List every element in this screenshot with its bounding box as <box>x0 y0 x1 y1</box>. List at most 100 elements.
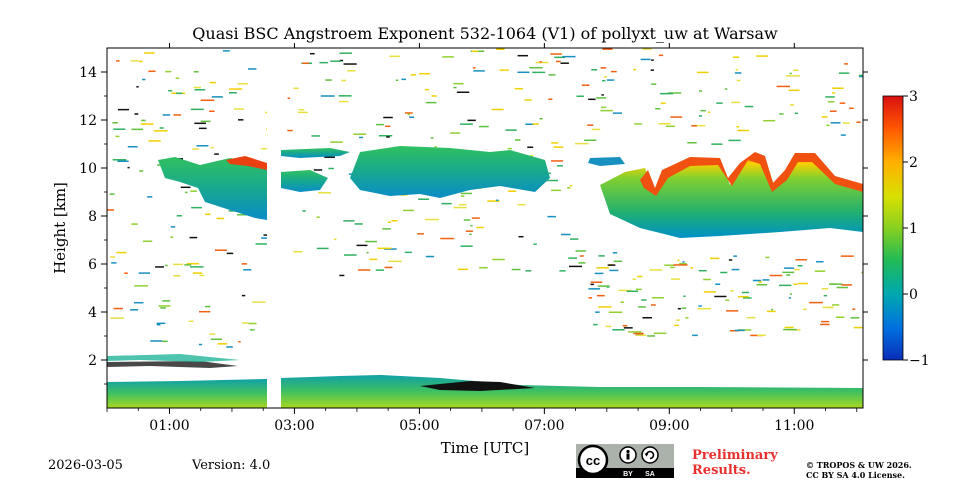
heatmap-layer <box>107 48 863 408</box>
noise-pixel <box>249 329 255 331</box>
noise-pixel <box>736 126 740 128</box>
noise-pixel <box>726 310 739 312</box>
noise-pixel <box>732 56 740 58</box>
noise-pixel <box>385 125 391 128</box>
noise-pixel <box>682 261 685 263</box>
noise-pixel <box>168 89 173 92</box>
noise-pixel <box>339 52 352 54</box>
noise-pixel <box>339 274 345 277</box>
noise-pixel <box>417 233 424 235</box>
noise-pixel <box>388 260 402 263</box>
noise-pixel <box>241 263 248 265</box>
noise-pixel <box>131 223 138 225</box>
noise-pixel <box>200 99 215 102</box>
noise-pixel <box>784 267 795 269</box>
noise-pixel <box>612 252 618 254</box>
noise-pixel <box>117 108 129 111</box>
noise-pixel <box>613 260 623 263</box>
noise-pixel <box>788 297 792 299</box>
noise-pixel <box>316 216 320 218</box>
noise-pixel <box>716 102 723 104</box>
noise-pixel <box>200 120 211 123</box>
noise-pixel <box>391 220 398 222</box>
noise-pixel <box>734 329 745 332</box>
noise-pixel <box>779 284 792 287</box>
noise-pixel <box>434 146 437 148</box>
noise-pixel <box>605 325 612 328</box>
noise-pixel <box>155 266 165 268</box>
noise-pixel <box>127 146 138 148</box>
noise-pixel <box>623 327 633 329</box>
boundary-layer-region-2 <box>281 375 863 408</box>
badge-by-label: BY <box>623 471 633 478</box>
noise-pixel <box>356 244 368 247</box>
noise-pixel <box>735 68 739 71</box>
noise-pixel <box>587 124 594 126</box>
cc-by-sa-license-badge: cc BY SA <box>576 444 674 478</box>
noise-pixel <box>744 105 754 108</box>
noise-pixel <box>762 279 770 281</box>
x-tick-label: 03:00 <box>274 418 314 434</box>
noise-pixel <box>635 288 642 291</box>
noise-pixel <box>209 81 216 84</box>
noise-pixel <box>209 110 215 113</box>
noise-pixel <box>600 109 613 112</box>
noise-pixel <box>548 74 556 76</box>
noise-pixel <box>539 117 543 120</box>
boundary-layer-black-patch <box>420 381 535 391</box>
noise-pixel <box>556 60 561 63</box>
noise-pixel <box>752 279 762 282</box>
noise-pixel <box>606 286 610 288</box>
noise-pixel <box>199 274 205 277</box>
noise-pixel <box>324 156 336 158</box>
noise-pixel <box>731 268 740 271</box>
noise-pixel <box>165 70 172 73</box>
noise-pixel <box>553 146 564 148</box>
noise-pixel <box>666 125 675 128</box>
noise-pixel <box>117 160 129 163</box>
noise-pixel <box>681 307 687 309</box>
noise-pixel <box>651 59 654 61</box>
noise-pixel <box>763 119 776 122</box>
noise-pixel <box>637 275 643 278</box>
noise-pixel <box>581 84 590 86</box>
noise-pixel <box>139 170 144 172</box>
noise-pixel <box>313 169 323 171</box>
noise-pixel <box>517 54 529 57</box>
noise-pixel <box>622 325 628 327</box>
noise-pixel <box>403 209 415 212</box>
noise-pixel <box>756 55 769 57</box>
noise-pixel <box>194 89 206 91</box>
noise-pixel <box>821 116 828 118</box>
noise-pixel <box>733 255 737 257</box>
noise-pixel <box>293 250 303 253</box>
noise-pixel <box>693 124 706 127</box>
noise-pixel <box>562 55 576 58</box>
noise-pixel <box>784 326 794 329</box>
noise-pixel <box>142 240 153 242</box>
noise-pixel <box>517 71 530 74</box>
noise-pixel <box>530 154 534 157</box>
noise-pixel <box>214 249 228 251</box>
noise-pixel <box>471 50 479 53</box>
noise-pixel <box>365 240 377 243</box>
noise-pixel <box>316 247 329 250</box>
x-axis-label: Time [UTC] <box>441 439 530 457</box>
noise-pixel <box>671 278 681 280</box>
noise-pixel <box>798 282 809 285</box>
noise-pixel <box>358 269 371 271</box>
noise-pixel <box>856 121 861 123</box>
noise-pixel <box>115 135 120 138</box>
noise-pixel <box>714 295 727 298</box>
noise-pixel <box>724 88 728 90</box>
noise-pixel <box>508 190 517 192</box>
copyright-line-2: CC BY SA 4.0 License. <box>806 470 905 480</box>
cloud-layer-mid-a <box>281 148 350 158</box>
noise-pixel <box>628 331 642 333</box>
noise-pixel <box>698 115 703 117</box>
noise-pixel <box>795 259 807 261</box>
noise-pixel <box>830 122 841 124</box>
noise-pixel <box>147 196 153 198</box>
noise-pixel <box>191 206 202 209</box>
